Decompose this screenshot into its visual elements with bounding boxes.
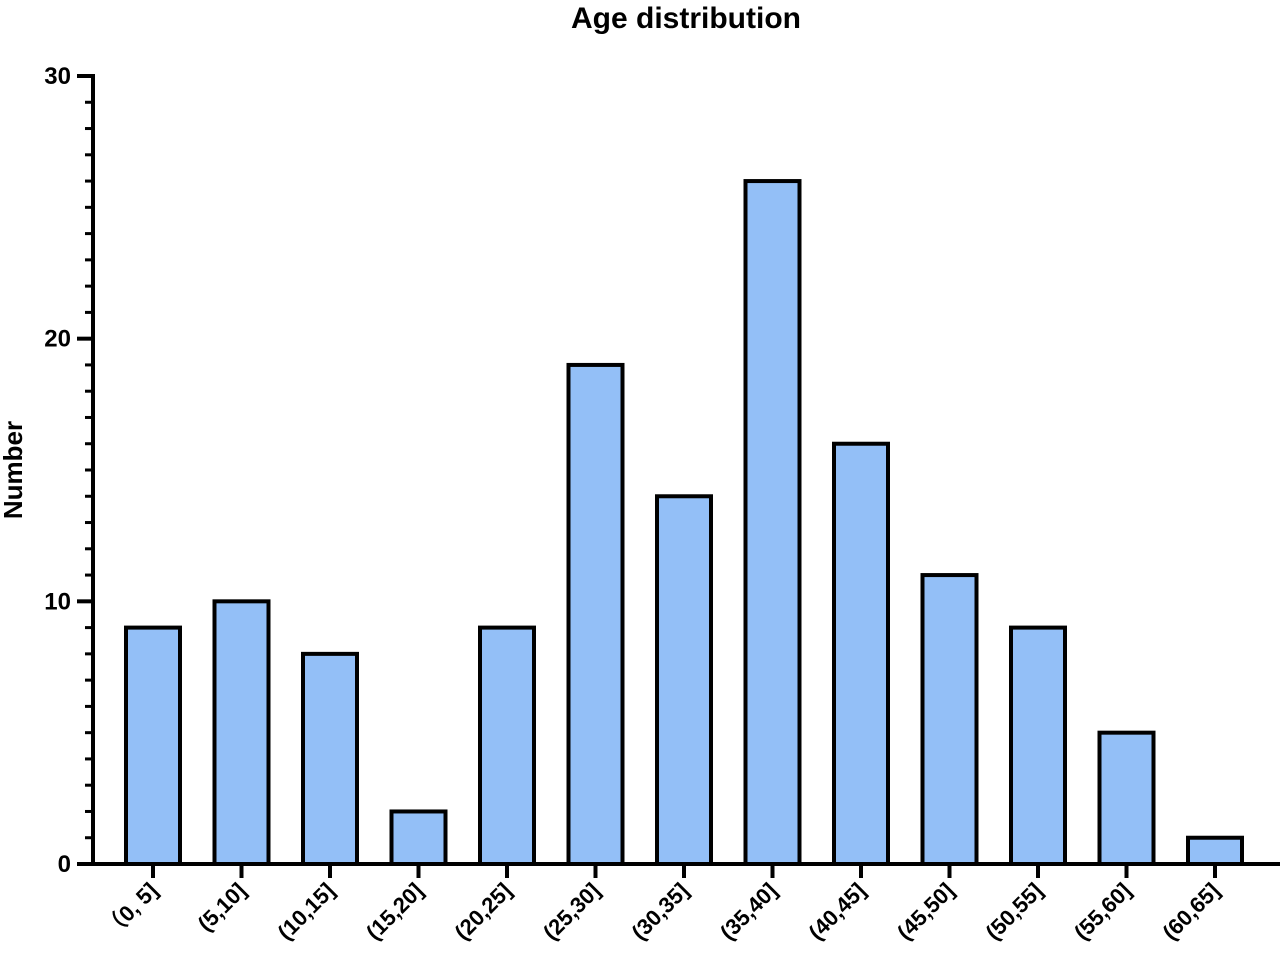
bar-4	[478, 625, 536, 866]
bar-11	[1097, 730, 1156, 867]
x-tick-label: (40,45]	[804, 878, 871, 945]
y-tick-label: 0	[58, 851, 71, 878]
x-tick-label: (10,15]	[273, 878, 340, 945]
bar-1	[212, 599, 271, 866]
y-axis-label: Number	[0, 421, 28, 519]
y-tick-label: 30	[44, 63, 71, 90]
bar-0	[124, 625, 182, 866]
x-tick-label: (50,55]	[981, 878, 1048, 945]
x-tick-label: （0, 5]	[98, 878, 162, 942]
bar-12	[1186, 835, 1244, 867]
x-tick-label: (55,60]	[1069, 878, 1136, 945]
x-axis: （0, 5] (5,10] (10,15] (15,20] (20,25] (25,30]…	[91, 862, 1280, 945]
y-axis: 0 10 20 30	[44, 63, 95, 878]
chart-title: Age distribution	[571, 2, 801, 35]
x-tick-label: (35,40]	[715, 878, 782, 945]
bar-3	[389, 809, 448, 867]
bar-10	[1009, 625, 1067, 866]
bar-7	[743, 179, 802, 867]
bar-6	[655, 494, 713, 866]
bars-group	[124, 179, 1244, 867]
bar-5	[566, 362, 625, 866]
x-tick-label: (45,50]	[892, 878, 959, 945]
x-tick-label: (20,25]	[450, 878, 517, 945]
y-tick-label: 10	[44, 588, 71, 615]
x-tick-label: (5,10]	[193, 878, 251, 936]
x-tick-label: (15,20]	[361, 878, 428, 945]
x-tick-label: (60,65]	[1158, 878, 1225, 945]
x-tick-label: (30,35]	[627, 878, 694, 945]
y-tick-label: 20	[44, 326, 71, 353]
bar-9	[920, 573, 979, 866]
bar-8	[832, 441, 890, 866]
bar-2	[301, 651, 359, 866]
x-tick-label: (25,30]	[538, 878, 605, 945]
